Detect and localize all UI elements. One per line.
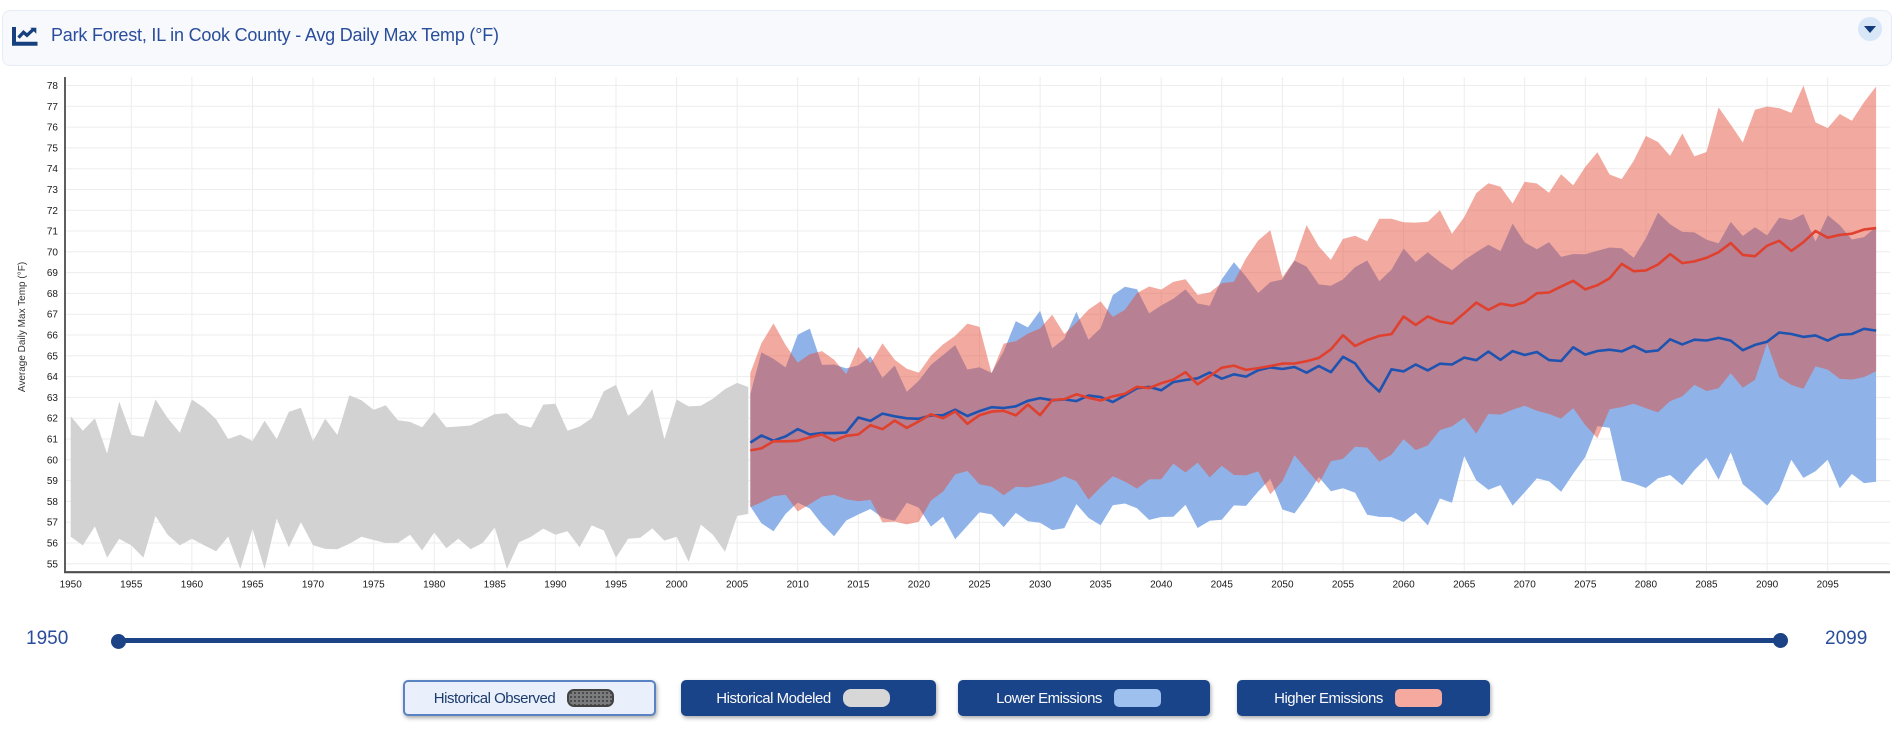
svg-text:69: 69 bbox=[47, 268, 59, 279]
svg-text:2035: 2035 bbox=[1089, 580, 1112, 591]
svg-text:2050: 2050 bbox=[1271, 580, 1294, 591]
svg-text:2045: 2045 bbox=[1211, 580, 1234, 591]
svg-text:60: 60 bbox=[47, 455, 59, 466]
svg-text:2075: 2075 bbox=[1574, 580, 1597, 591]
svg-text:58: 58 bbox=[47, 497, 59, 508]
svg-text:61: 61 bbox=[47, 435, 59, 446]
svg-text:1950: 1950 bbox=[60, 580, 83, 591]
svg-text:2030: 2030 bbox=[1029, 580, 1052, 591]
svg-text:2015: 2015 bbox=[847, 580, 870, 591]
svg-text:55: 55 bbox=[47, 559, 59, 570]
svg-text:2055: 2055 bbox=[1332, 580, 1355, 591]
svg-text:62: 62 bbox=[47, 414, 59, 425]
svg-text:72: 72 bbox=[47, 206, 59, 217]
svg-text:2010: 2010 bbox=[787, 580, 810, 591]
svg-text:75: 75 bbox=[47, 143, 59, 154]
svg-text:65: 65 bbox=[47, 351, 59, 362]
svg-text:59: 59 bbox=[47, 476, 59, 487]
svg-text:57: 57 bbox=[47, 518, 59, 529]
svg-text:1995: 1995 bbox=[605, 580, 628, 591]
svg-text:1955: 1955 bbox=[120, 580, 143, 591]
svg-text:2005: 2005 bbox=[726, 580, 749, 591]
svg-text:1975: 1975 bbox=[362, 580, 385, 591]
svg-text:1985: 1985 bbox=[484, 580, 507, 591]
svg-text:2040: 2040 bbox=[1150, 580, 1173, 591]
svg-text:74: 74 bbox=[47, 164, 59, 175]
svg-text:2095: 2095 bbox=[1817, 580, 1840, 591]
svg-text:63: 63 bbox=[47, 393, 59, 404]
svg-text:2080: 2080 bbox=[1635, 580, 1658, 591]
svg-text:2065: 2065 bbox=[1453, 580, 1476, 591]
svg-text:1965: 1965 bbox=[241, 580, 264, 591]
svg-text:78: 78 bbox=[47, 81, 59, 92]
svg-text:2060: 2060 bbox=[1392, 580, 1415, 591]
svg-text:2025: 2025 bbox=[968, 580, 991, 591]
svg-text:2085: 2085 bbox=[1695, 580, 1718, 591]
svg-text:2000: 2000 bbox=[665, 580, 688, 591]
svg-text:71: 71 bbox=[47, 227, 59, 238]
svg-text:70: 70 bbox=[47, 247, 59, 258]
svg-text:2070: 2070 bbox=[1514, 580, 1537, 591]
svg-text:68: 68 bbox=[47, 289, 59, 300]
svg-text:76: 76 bbox=[47, 123, 59, 134]
svg-text:1990: 1990 bbox=[544, 580, 567, 591]
svg-text:Average Daily Max Temp (°F): Average Daily Max Temp (°F) bbox=[17, 262, 28, 392]
svg-text:1960: 1960 bbox=[181, 580, 204, 591]
svg-text:1980: 1980 bbox=[423, 580, 446, 591]
svg-text:56: 56 bbox=[47, 539, 59, 550]
svg-text:2020: 2020 bbox=[908, 580, 931, 591]
svg-text:2090: 2090 bbox=[1756, 580, 1779, 591]
svg-text:77: 77 bbox=[47, 102, 59, 113]
svg-text:1970: 1970 bbox=[302, 580, 325, 591]
svg-text:67: 67 bbox=[47, 310, 59, 321]
svg-text:73: 73 bbox=[47, 185, 59, 196]
svg-text:66: 66 bbox=[47, 331, 59, 342]
svg-text:64: 64 bbox=[47, 372, 59, 383]
